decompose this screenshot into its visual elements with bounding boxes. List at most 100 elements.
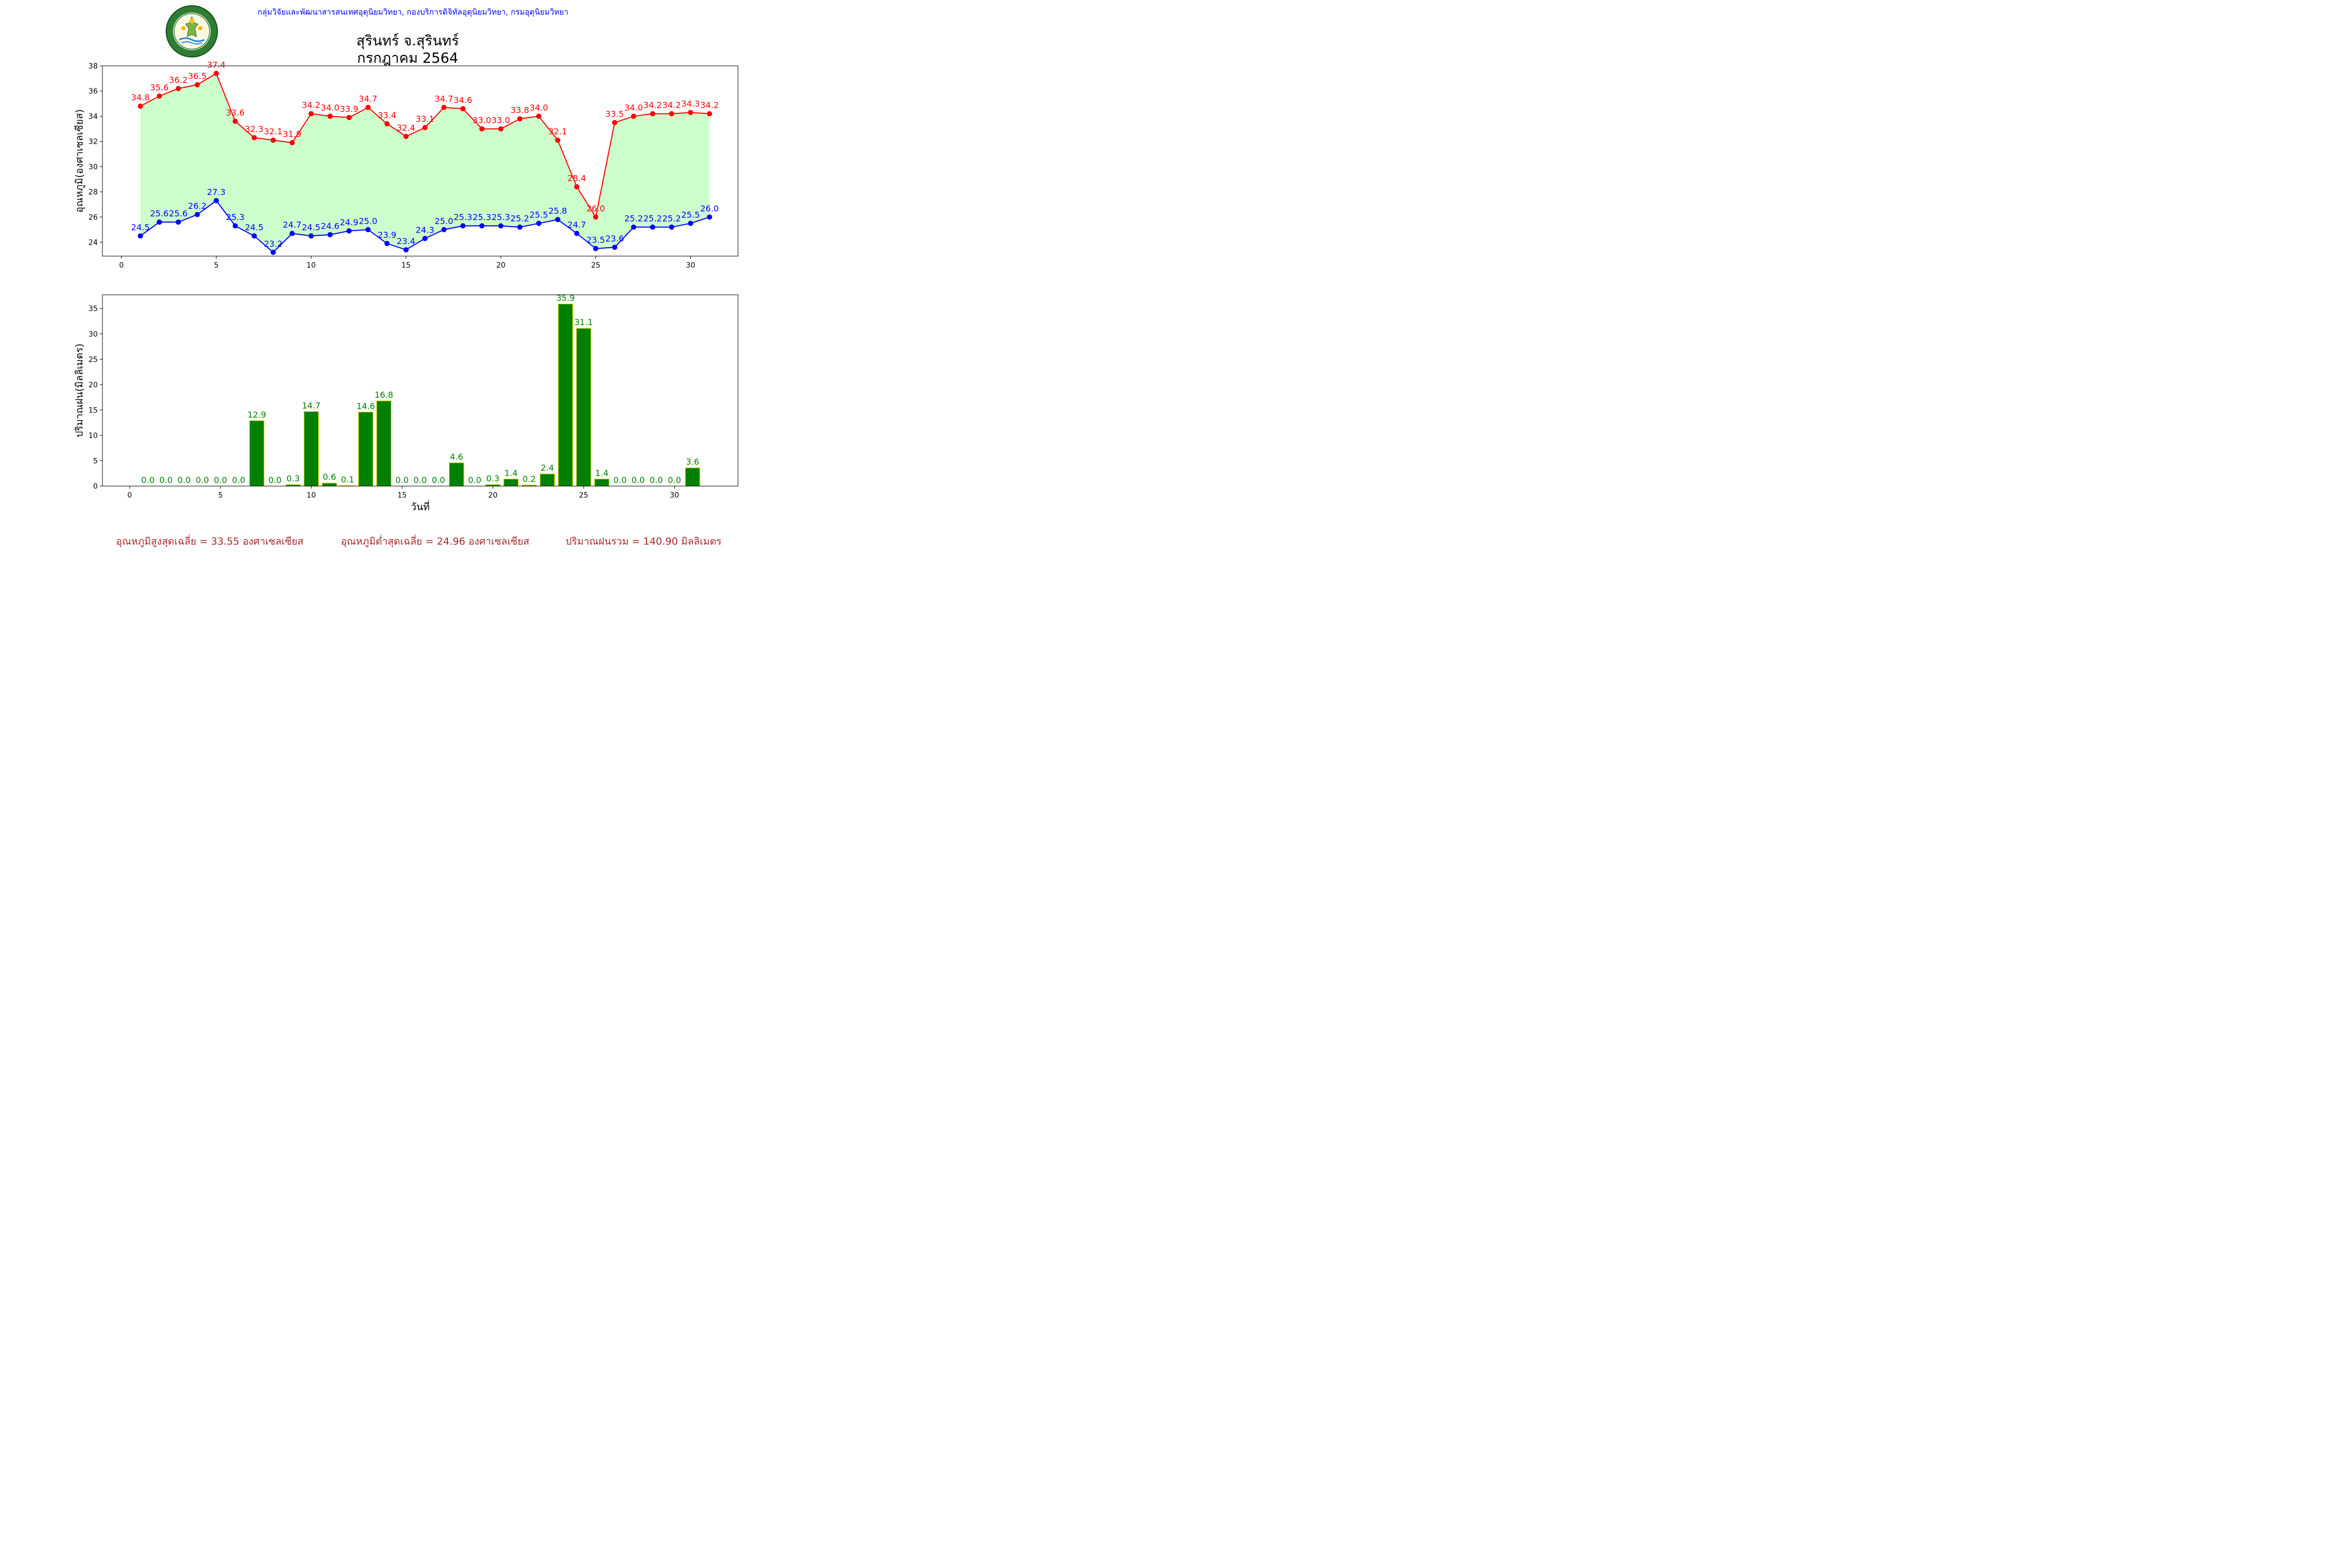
- temperature-x-tick-label: 10: [306, 261, 316, 270]
- max-temperature-data-label: 26.0: [586, 203, 605, 213]
- rainfall-bar: [249, 420, 264, 487]
- temperature-range-fill: [140, 73, 710, 252]
- chart-title-station: สุรินทร์ จ.สุรินทร์: [356, 33, 459, 49]
- max-temperature-point: [441, 105, 447, 110]
- temperature-panel: 34.835.636.2 36.537.433.632.3 32.1 31.934.2…: [74, 60, 739, 270]
- temperature-y-axis-label: อุณหภูมิ(องศาเซลเซียส): [74, 109, 86, 213]
- min-temperature-point: [156, 219, 162, 225]
- max-temperature-point: [650, 111, 655, 117]
- max-temperature-data-label: 33.0: [491, 116, 510, 125]
- max-temperature-point: [612, 120, 618, 125]
- rainfall-bar: [358, 411, 374, 487]
- min-temperature-point: [593, 246, 598, 251]
- rainfall-data-label: 2.4: [540, 463, 554, 473]
- max-temperature-data-label: 32.1: [548, 126, 567, 136]
- temperature-y-tick-label: 28: [88, 188, 98, 197]
- max-temperature-data-label: 33.5: [605, 109, 624, 119]
- rainfall-bar: [685, 467, 700, 487]
- rainfall-data-label: 0.3: [286, 474, 299, 483]
- min-temperature-data-label: 25.3: [472, 212, 491, 222]
- min-temperature-point: [460, 223, 466, 229]
- max-temperature-data-label: 32.3: [245, 124, 264, 134]
- rainfall-data-label: 0.0: [468, 475, 481, 485]
- rainfall-data-label: 0.0: [668, 475, 681, 485]
- rainfall-y-axis-label: ปริมาณฝน(มิลลิเมตร): [74, 343, 85, 437]
- rainfall-data-label: 0.0: [613, 475, 626, 485]
- rainfall-data-label: 0.0: [413, 475, 426, 485]
- max-temperature-data-label: 33.6: [226, 108, 245, 118]
- rainfall-data-label: 0.0: [631, 475, 644, 485]
- rainfall-data-label: 4.6: [450, 452, 463, 462]
- rainfall-x-tick-label: 25: [579, 491, 589, 500]
- max-temperature-point: [498, 126, 504, 132]
- temperature-x-tick-label: 0: [119, 261, 124, 270]
- rainfall-y-tick-label: 15: [88, 406, 98, 414]
- rainfall-data-label: 0.0: [214, 475, 227, 485]
- rainfall-bar: [448, 462, 464, 487]
- min-temperature-point: [536, 221, 541, 226]
- min-temperature-point: [194, 212, 200, 217]
- max-temperature-data-label: 34.2: [662, 100, 681, 110]
- min-temperature-data-label: 25.6: [150, 209, 169, 218]
- max-temperature-data-label: 34.0: [529, 102, 548, 112]
- max-temperature-data-label: 32.4: [397, 123, 416, 133]
- rainfall-plot-frame: [102, 294, 739, 487]
- min-temperature-point: [403, 247, 409, 252]
- rainfall-data-label: 0.0: [232, 475, 245, 485]
- max-temperature-data-label: 33.1: [416, 114, 434, 124]
- temperature-y-tick-label: 34: [88, 112, 98, 121]
- min-temperature-point: [517, 224, 523, 230]
- max-temperature-point: [194, 82, 200, 88]
- temperature-y-tick-label: 36: [88, 87, 98, 96]
- rainfall-bar: [539, 474, 555, 487]
- max-temperature-point: [384, 121, 390, 126]
- min-temperature-data-label: 23.2: [264, 239, 283, 249]
- min-temperature-data-label: 25.8: [548, 206, 567, 216]
- rainfall-data-label: 1.4: [504, 468, 517, 478]
- min-temperature-data-label: 24.3: [416, 225, 434, 235]
- min-temperature-data-label: 24.5: [131, 222, 150, 232]
- min-temperature-point: [308, 233, 314, 239]
- max-temperature-data-label: 33.4: [378, 110, 397, 120]
- max-temperature-point: [593, 214, 598, 220]
- rainfall-data-label: 0.0: [396, 475, 409, 485]
- max-temperature-data-label: 32.1: [264, 126, 283, 136]
- temperature-x-tick-label: 30: [686, 261, 695, 270]
- rainfall-bar: [558, 303, 573, 487]
- rainfall-y-tick-label: 35: [88, 305, 98, 313]
- max-temperature-point: [308, 111, 314, 117]
- rainfall-x-tick-label: 15: [397, 491, 407, 500]
- rainfall-x-tick-label: 20: [488, 491, 498, 500]
- rainfall-bar: [594, 478, 609, 487]
- min-temperature-data-label: 23.9: [378, 230, 397, 240]
- rainfall-data-label: 14.6: [356, 401, 375, 411]
- min-temperature-point: [346, 228, 352, 234]
- rainfall-data-label: 0.0: [141, 475, 154, 485]
- rainfall-data-label: 0.3: [486, 474, 499, 483]
- min-temperature-data-label: 23.4: [397, 236, 416, 246]
- footer-average-max-temperature: อุณหภูมิสูงสุดเฉลี่ย = 33.55 องศาเซลเซีย…: [116, 536, 304, 547]
- min-temperature-point: [668, 224, 674, 230]
- max-temperature-point: [574, 184, 580, 190]
- temperature-y-tick-label: 32: [88, 138, 98, 146]
- rainfall-y-tick-label: 5: [93, 457, 98, 465]
- rainfall-y-tick-label: 25: [88, 355, 98, 364]
- max-temperature-data-label: 31.9: [283, 129, 302, 139]
- header-text: กลุ่มวิจัยและพัฒนาสารสนเทศอุตุนิยมวิทยา,…: [257, 7, 569, 17]
- rainfall-data-label: 16.8: [375, 390, 394, 400]
- rainfall-data-label: 0.0: [195, 475, 209, 485]
- min-temperature-data-label: 25.2: [662, 214, 681, 224]
- max-temperature-point: [176, 86, 181, 91]
- max-temperature-data-label: 36.5: [188, 71, 207, 81]
- rainfall-data-label: 0.2: [523, 474, 536, 484]
- max-temperature-data-label: 28.4: [568, 173, 586, 183]
- min-temperature-data-label: 26.0: [700, 203, 719, 213]
- min-temperature-point: [707, 214, 712, 220]
- max-temperature-point: [707, 111, 712, 117]
- rainfall-bar: [576, 328, 592, 487]
- max-temperature-point: [517, 116, 523, 122]
- max-temperature-point: [479, 126, 485, 132]
- min-temperature-data-label: 27.3: [207, 187, 226, 197]
- figure: 34.835.636.2 36.537.433.632.3 32.1 31.934.2…: [74, 60, 739, 513]
- rainfall-y-tick-label: 20: [88, 381, 98, 389]
